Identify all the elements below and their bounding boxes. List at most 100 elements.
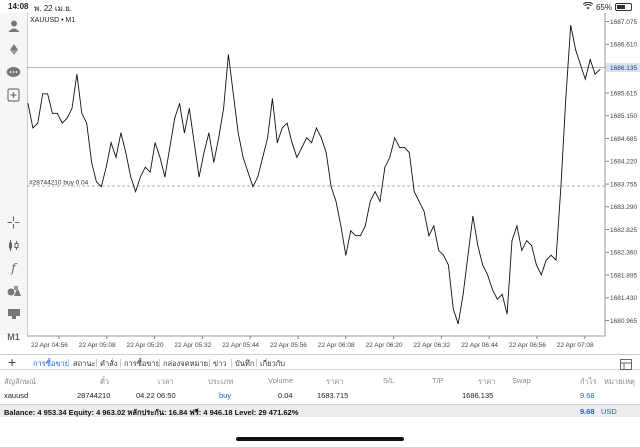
price-point: [467, 254, 469, 256]
price-point: [584, 78, 586, 80]
price-point: [369, 201, 371, 202]
price-point: [428, 235, 430, 237]
status-date: พ. 22 เม.ย.: [34, 4, 72, 13]
price-point: [599, 68, 601, 70]
timeframe-icon[interactable]: M1: [7, 332, 20, 342]
expand-icon[interactable]: [620, 357, 632, 370]
price-point: [154, 142, 156, 144]
y-tick-label: 1681.895: [610, 272, 637, 279]
current-price-tag: [606, 63, 640, 73]
price-point: [301, 147, 303, 148]
col-profit: กำไร: [580, 377, 597, 386]
terminal-tabs: + การซื้อขาย สถานะ คำสั่ง การซื้อขาย กล่…: [0, 354, 640, 370]
y-tick-label: 1681.430: [610, 295, 637, 302]
y-tick-label: 1683.755: [610, 181, 637, 188]
x-tick-label: 22 Apr 05:20: [127, 342, 164, 349]
price-point: [433, 225, 435, 227]
price-point: [61, 122, 63, 124]
price-point: [208, 132, 210, 134]
add-icon[interactable]: +: [8, 354, 17, 370]
tab-divider: [68, 359, 69, 367]
row-volume: 0.04: [278, 391, 293, 400]
tab-orders[interactable]: คำสั่ง: [100, 359, 118, 368]
price-point: [399, 147, 400, 148]
price-point: [105, 166, 107, 168]
tab-divider: [96, 359, 97, 367]
battery-icon: [615, 3, 632, 11]
x-tick-label: 22 Apr 05:08: [79, 342, 116, 349]
tab-deals[interactable]: การซื้อขาย: [124, 359, 161, 368]
price-point: [311, 142, 312, 144]
price-point: [198, 176, 200, 178]
price-point: [477, 245, 479, 246]
price-point: [462, 294, 464, 295]
price-point: [164, 176, 166, 178]
price-point: [540, 274, 542, 276]
price-point: [125, 152, 127, 153]
price-point: [448, 264, 449, 266]
price-point: [589, 59, 591, 60]
price-point: [169, 147, 171, 148]
tab-journal[interactable]: บันทึก: [235, 359, 255, 368]
candles-icon[interactable]: [3, 236, 24, 254]
col-ticket: ตั๋ว: [100, 377, 110, 386]
price-point: [536, 264, 537, 266]
tab-trade[interactable]: การซื้อขาย: [33, 359, 70, 368]
col-price: ราคา: [478, 377, 496, 386]
order-line-label: #28744210 buy 0.04: [29, 180, 89, 187]
account-icon[interactable]: [3, 17, 24, 35]
price-chart[interactable]: 1687.075 1686.610 1685.615 1685.150 1684.685…: [27, 13, 640, 354]
price-point: [570, 24, 572, 26]
crosshair-icon[interactable]: [3, 213, 24, 231]
price-point: [32, 127, 34, 129]
price-point: [262, 156, 264, 158]
price-point: [86, 122, 88, 124]
price-point: [159, 156, 161, 158]
price-point: [423, 210, 425, 212]
price-point: [492, 289, 493, 290]
tab-divider: [209, 359, 210, 367]
price-point: [71, 108, 73, 109]
price-point: [389, 156, 391, 158]
price-series-line: [27, 25, 601, 324]
new-order-icon[interactable]: [3, 86, 24, 104]
tab-mailbox[interactable]: กล่องจดหมาย: [163, 359, 209, 368]
price-point: [418, 201, 420, 202]
col-type: ประเภท: [208, 377, 234, 386]
price-point: [37, 122, 39, 124]
price-point: [330, 186, 332, 188]
price-point: [325, 152, 327, 153]
left-toolbar: 𝑓 M1: [0, 13, 27, 342]
x-tick-label: 22 Apr 06:20: [366, 342, 403, 349]
price-point: [316, 127, 317, 129]
price-point: [184, 132, 185, 134]
price-point: [286, 122, 288, 124]
chat-icon[interactable]: [3, 63, 24, 81]
templates-icon[interactable]: [3, 305, 24, 323]
price-point: [193, 142, 195, 144]
row-ticket: 28744210: [77, 391, 111, 400]
x-tick-label: 22 Apr 06:44: [461, 342, 498, 349]
price-point: [379, 201, 381, 202]
x-tick-label: 22 Apr 07:08: [557, 342, 594, 349]
price-point: [575, 49, 576, 51]
price-point: [130, 176, 132, 178]
price-point: [438, 249, 440, 251]
tab-positions[interactable]: สถานะ: [73, 359, 96, 368]
x-tick-label: 22 Apr 06:56: [509, 342, 546, 349]
trade-arrows-icon[interactable]: [3, 40, 24, 58]
table-row[interactable]: xauusd 28744210 04.22 06:50 buy 0.04 168…: [0, 388, 640, 403]
price-point: [320, 137, 322, 139]
tab-divider: [120, 359, 121, 367]
price-point: [203, 152, 205, 153]
price-point: [360, 235, 361, 237]
x-tick-label: 22 Apr 05:56: [270, 342, 307, 349]
status-bar: 14:08 พ. 22 เม.ย. 65%: [0, 0, 640, 13]
indicator-f-icon[interactable]: 𝑓: [11, 261, 16, 275]
tab-about[interactable]: เกี่ยวกับ: [260, 359, 286, 368]
objects-icon[interactable]: [3, 282, 24, 300]
tab-news[interactable]: ข่าว: [213, 359, 227, 368]
price-point: [91, 161, 92, 163]
y-tick-label: 1687.075: [610, 19, 637, 26]
price-point: [384, 166, 386, 168]
